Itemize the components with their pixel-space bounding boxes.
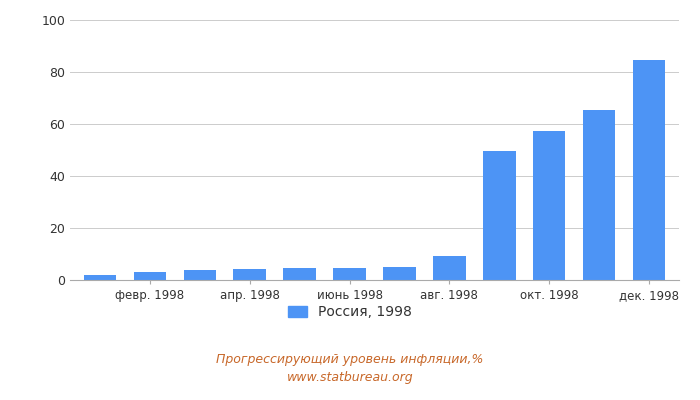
Bar	[333, 268, 366, 280]
Bar	[533, 131, 566, 280]
Text: Прогрессирующий уровень инфляции,%: Прогрессирующий уровень инфляции,%	[216, 354, 484, 366]
Bar	[633, 60, 665, 280]
Bar	[383, 267, 416, 280]
Bar	[183, 270, 216, 280]
Bar	[234, 269, 266, 280]
Bar	[84, 275, 116, 280]
Bar	[483, 150, 515, 280]
Bar	[134, 272, 166, 280]
Bar	[433, 256, 466, 280]
Bar	[284, 268, 316, 280]
Legend: Россия, 1998: Россия, 1998	[288, 305, 412, 319]
Text: www.statbureau.org: www.statbureau.org	[287, 372, 413, 384]
Bar	[583, 110, 615, 280]
